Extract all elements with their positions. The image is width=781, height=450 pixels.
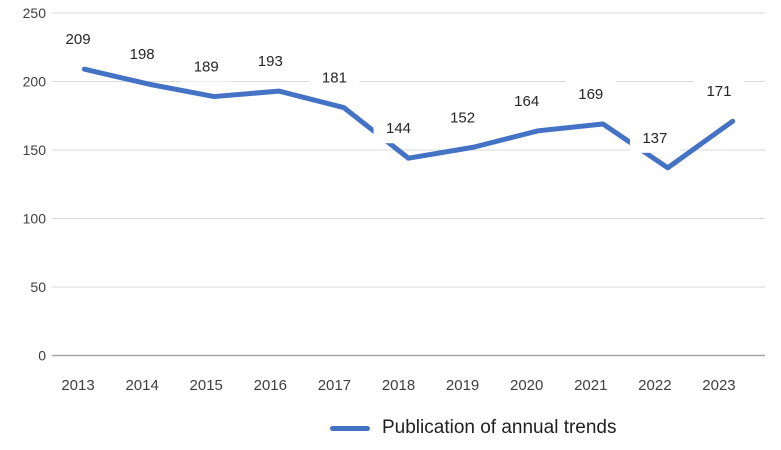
data-label-background — [53, 24, 104, 55]
x-axis-tick-label: 2014 — [125, 377, 158, 394]
x-axis-tick-label: 2017 — [318, 377, 351, 394]
data-point-label: 164 — [514, 93, 539, 110]
x-axis-tick-label: 2021 — [574, 377, 607, 394]
data-point-label: 181 — [322, 70, 347, 87]
data-label-background — [245, 46, 296, 77]
trend-line — [81, 66, 736, 171]
data-label-background — [373, 113, 424, 144]
legend-line-marker — [330, 425, 370, 431]
data-point-label: 171 — [706, 83, 731, 100]
y-axis-tick-label: 50 — [30, 279, 46, 295]
x-axis-tick-label: 2013 — [61, 377, 94, 394]
x-axis-tick-label: 2023 — [702, 377, 735, 394]
y-axis-tick-label: 150 — [23, 142, 47, 158]
x-axis-tick-label: 2019 — [446, 377, 479, 394]
data-label-background — [117, 39, 168, 70]
data-label-background — [181, 51, 232, 82]
plot-area: 0 50 100 150 200 250 2013 2014 2015 2016 2017 2018 2… — [23, 5, 765, 394]
legend-label: Publication of annual trends — [382, 417, 617, 438]
data-label-background — [437, 102, 488, 133]
data-label-background — [565, 78, 616, 109]
y-axis-tick-label: 100 — [23, 211, 47, 227]
legend: Publication of annual trends — [330, 417, 617, 439]
data-point-label: 152 — [450, 109, 475, 126]
y-axis-tick-label: 200 — [23, 74, 47, 90]
data-label-background — [501, 85, 552, 116]
x-axis-tick-label: 2020 — [510, 377, 543, 394]
data-label-background — [629, 122, 680, 153]
data-point-label: 137 — [642, 130, 667, 147]
data-point-label: 144 — [386, 120, 411, 137]
x-axis-tick-label: 2016 — [254, 377, 287, 394]
data-label-background — [309, 62, 360, 93]
data-point-label: 193 — [258, 53, 283, 70]
data-point-label: 169 — [578, 86, 603, 103]
data-label-background — [693, 76, 744, 107]
x-axis-tick-label: 2015 — [190, 377, 223, 394]
data-point-label: 198 — [130, 46, 155, 63]
x-axis-tick-label: 2022 — [638, 377, 671, 394]
data-point-label: 209 — [66, 31, 91, 48]
y-axis-tick-label: 0 — [38, 348, 46, 364]
y-axis-tick-label: 250 — [23, 5, 47, 21]
x-axis-tick-label: 2018 — [382, 377, 415, 394]
data-point-label: 189 — [194, 59, 219, 76]
